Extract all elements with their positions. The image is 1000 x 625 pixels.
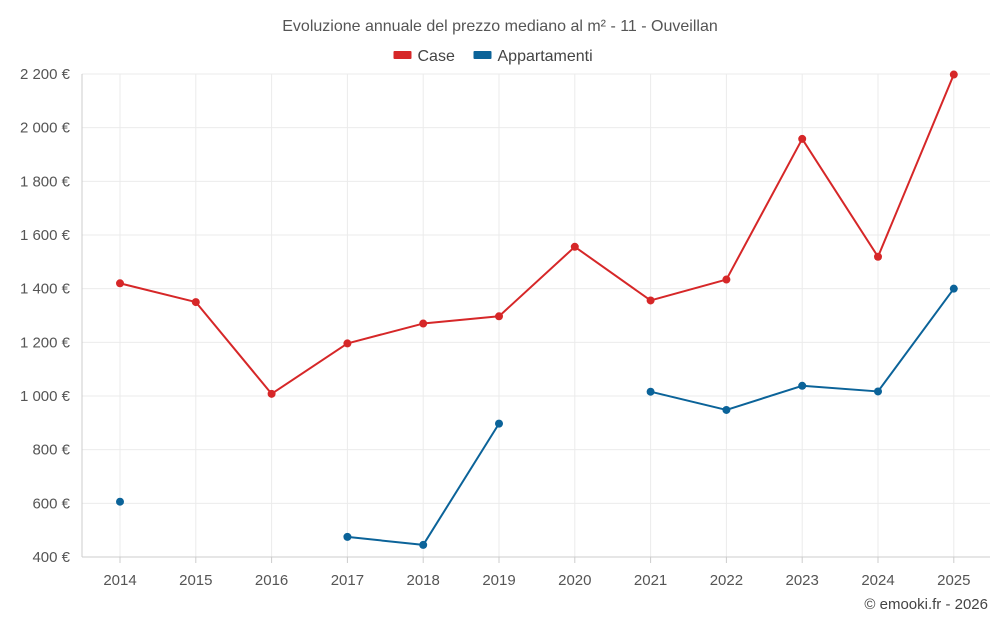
x-tick-label: 2015 <box>179 572 212 589</box>
legend-item-appartamenti[interactable]: Appartamenti <box>473 48 593 65</box>
data-point-case-2024[interactable] <box>874 252 882 261</box>
x-tick-label: 2024 <box>861 572 894 589</box>
y-tick-label: 800 € <box>32 442 70 459</box>
data-point-case-2020[interactable] <box>570 242 579 251</box>
grid <box>82 73 990 558</box>
x-tick-label: 2023 <box>786 572 819 589</box>
data-point-appartamenti-2019[interactable] <box>495 419 503 428</box>
x-tick-label: 2021 <box>634 572 667 589</box>
x-tick-label: 2014 <box>103 572 136 589</box>
x-tick-label: 2018 <box>407 572 440 589</box>
x-tick-label: 2017 <box>331 572 364 589</box>
data-point-appartamenti-2024[interactable] <box>874 387 882 396</box>
data-point-appartamenti-2017[interactable] <box>343 532 352 541</box>
x-tick-label: 2019 <box>482 572 515 589</box>
legend-swatch-case <box>393 51 412 59</box>
data-point-case-2014[interactable] <box>116 279 124 288</box>
chart-title: Evoluzione annuale del prezzo mediano al… <box>282 18 718 35</box>
data-point-case-2023[interactable] <box>798 134 807 143</box>
y-tick-label: 600 € <box>32 495 70 512</box>
data-point-case-2021[interactable] <box>646 296 655 305</box>
data-point-appartamenti-2021[interactable] <box>646 387 655 396</box>
y-tick-label: 1 200 € <box>20 334 71 351</box>
data-point-appartamenti-2025[interactable] <box>949 284 958 293</box>
data-point-appartamenti-2018[interactable] <box>419 540 428 549</box>
x-tick-label: 2022 <box>710 572 743 589</box>
data-point-case-2015[interactable] <box>191 298 200 307</box>
data-point-appartamenti-2022[interactable] <box>722 405 731 414</box>
data-point-case-2018[interactable] <box>419 319 428 328</box>
x-axis: 2014 2015 2016 2017 2018 2019 2020 2021 2022 2023… <box>82 556 990 589</box>
data-point-case-2017[interactable] <box>343 339 352 348</box>
data-point-case-2025[interactable] <box>949 70 958 79</box>
series-lines <box>119 74 955 546</box>
x-tick-label: 2025 <box>937 572 970 589</box>
x-tick-label: 2016 <box>255 572 288 589</box>
legend[interactable]: Case Appartamenti <box>393 48 593 65</box>
y-tick-label: 2 000 € <box>20 120 71 137</box>
x-tick-label: 2020 <box>558 572 591 589</box>
y-tick-label: 1 800 € <box>20 173 71 190</box>
legend-item-case[interactable]: Case <box>393 48 455 65</box>
data-point-case-2016[interactable] <box>267 389 276 398</box>
series-points[interactable] <box>116 70 958 549</box>
legend-swatch-appartamenti <box>473 51 492 59</box>
legend-label-appartamenti: Appartamenti <box>498 48 593 65</box>
y-tick-label: 400 € <box>32 549 70 566</box>
y-tick-label: 1 400 € <box>20 281 71 298</box>
y-axis: 400 € 600 € 800 € 1 000 € 1 200 € 1 400 € 1 60… <box>20 66 83 566</box>
legend-label-case: Case <box>418 48 455 65</box>
data-point-appartamenti-2014[interactable] <box>116 497 124 506</box>
y-tick-label: 2 200 € <box>20 66 71 83</box>
data-point-case-2019[interactable] <box>495 312 503 321</box>
y-tick-label: 1 000 € <box>20 388 71 405</box>
y-tick-label: 1 600 € <box>20 227 71 244</box>
data-point-case-2022[interactable] <box>722 275 731 284</box>
data-point-appartamenti-2023[interactable] <box>798 381 807 390</box>
credit-text: © emooki.fr - 2026 <box>864 596 988 613</box>
series-line-case <box>119 74 955 395</box>
